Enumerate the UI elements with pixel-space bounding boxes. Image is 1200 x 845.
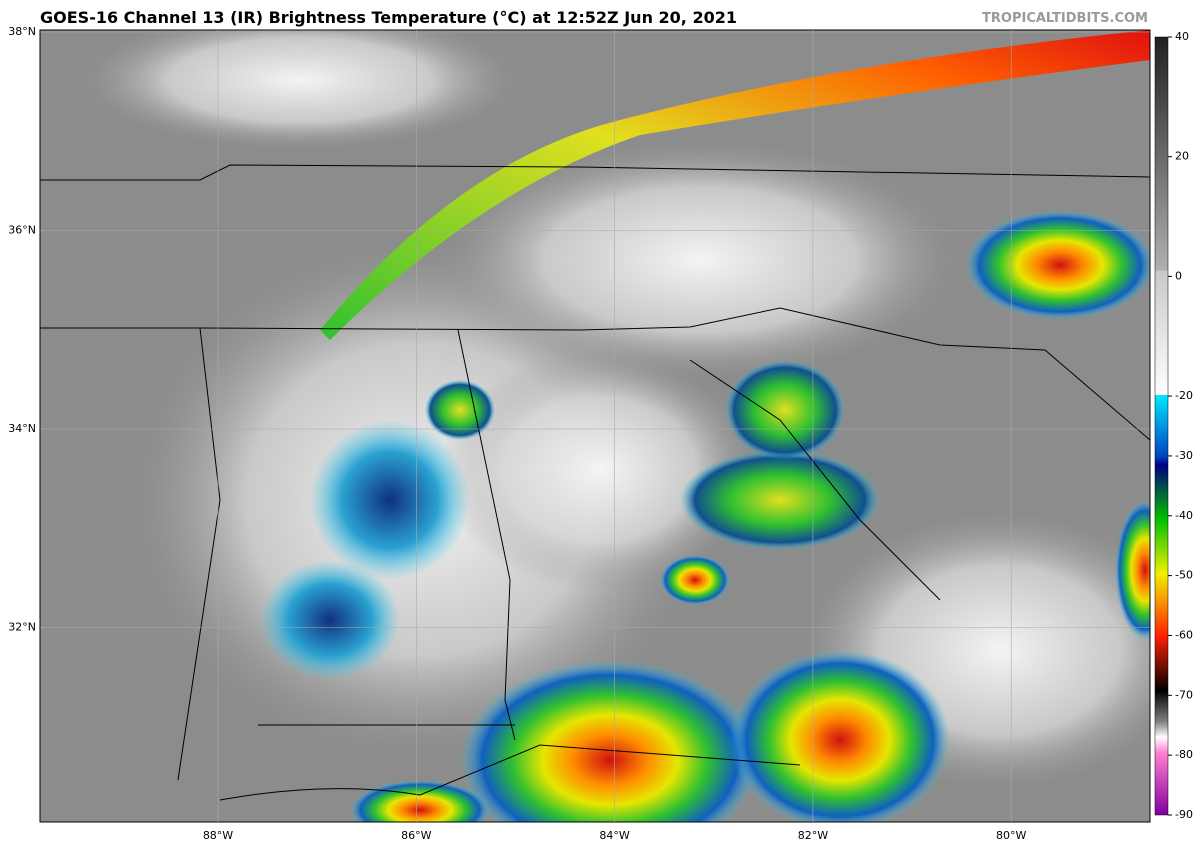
graticule: 38°N 36°N 34°N 32°N 88°W 86°W 84°W 82°W 80°W <box>8 25 1150 842</box>
colorbar-tick-label: -80 <box>1175 748 1193 761</box>
borders <box>40 164 1150 801</box>
lat-label: 38°N <box>8 25 36 38</box>
lat-label: 34°N <box>8 422 36 435</box>
colorbar-tick-label: -50 <box>1175 569 1193 582</box>
lat-label: 32°N <box>8 621 36 634</box>
colorbar-tick-label: -60 <box>1175 628 1193 641</box>
lon-label: 86°W <box>401 829 431 842</box>
colorbar-ticks: 40 20 0 -20 -30 -40 -50 -60 -70 -80 -90 <box>1168 30 1193 821</box>
colorbar-tick-label: 40 <box>1175 30 1189 43</box>
lon-label: 82°W <box>798 829 828 842</box>
title: GOES-16 Channel 13 (IR) Brightness Tempe… <box>40 8 737 27</box>
lat-label: 36°N <box>8 224 36 237</box>
lon-label: 80°W <box>996 829 1026 842</box>
colorbar-tick-label: -40 <box>1175 509 1193 522</box>
colorbar-tick-label: -20 <box>1175 389 1193 402</box>
colorbar-tick-label: -30 <box>1175 449 1193 462</box>
colorbar-tick-label: -90 <box>1175 808 1193 821</box>
satellite-image <box>40 30 1150 822</box>
map-frame <box>39 29 1151 823</box>
lon-label: 88°W <box>203 829 233 842</box>
colorbar-tick-label: -70 <box>1175 688 1193 701</box>
colorbar-tick-label: 0 <box>1175 269 1182 282</box>
lon-label: 84°W <box>599 829 629 842</box>
colorbar <box>1154 36 1169 816</box>
credit: TROPICALTIDBITS.COM <box>982 11 1148 26</box>
colorbar-tick-label: 20 <box>1175 150 1189 163</box>
